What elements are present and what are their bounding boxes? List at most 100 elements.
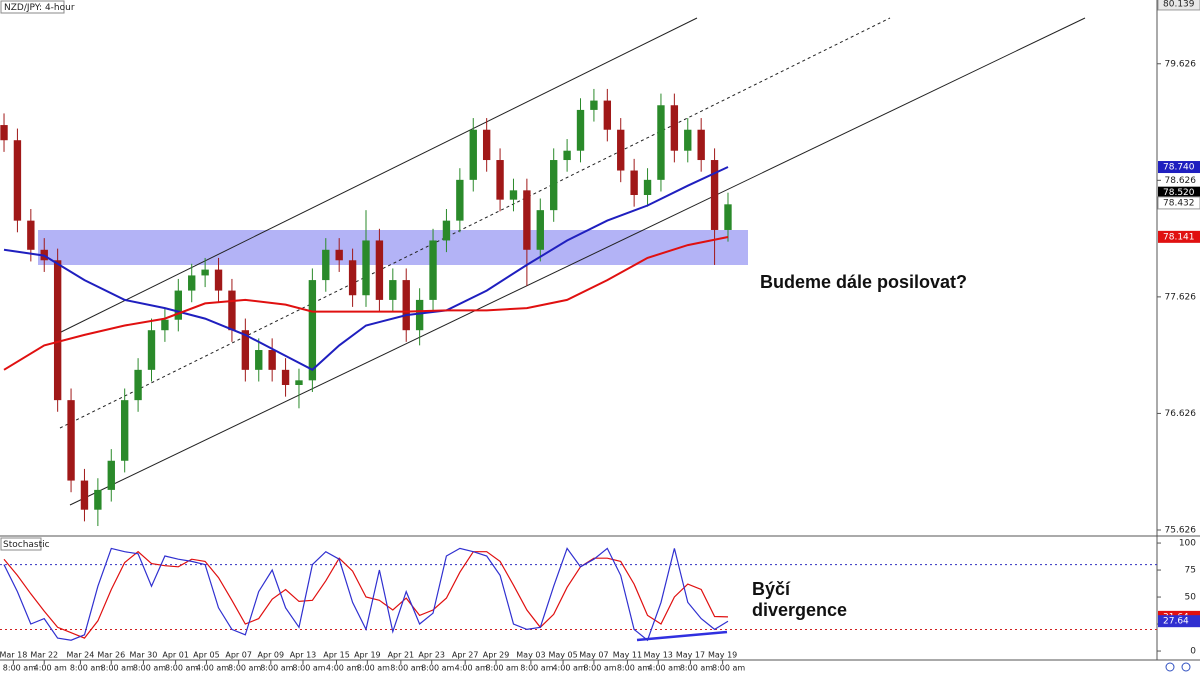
price-marker-label: 78.740: [1163, 163, 1195, 173]
candle-body: [335, 249, 343, 261]
y-tick-label: 100: [1179, 539, 1196, 549]
candle-body: [482, 129, 491, 161]
candle-body: [147, 330, 156, 370]
y-tick-label: 50: [1185, 593, 1197, 603]
y-tick-label: 78.626: [1165, 176, 1197, 186]
x-tick-time: 8:00 am: [3, 664, 36, 673]
moving-average: [3, 236, 729, 371]
x-tick-time: 8:00 am: [485, 664, 518, 673]
x-tick-time: 8:00 am: [617, 664, 650, 673]
x-tick-time: 8:00 am: [165, 664, 198, 673]
icon[interactable]: [1165, 662, 1175, 672]
x-tick-time: 8:00 am: [70, 664, 103, 673]
candle-body: [228, 290, 236, 331]
x-tick-time: 8:00 am: [357, 664, 390, 673]
candle-body: [13, 140, 22, 221]
x-tick-time: 4:00 am: [196, 664, 229, 673]
x-tick-time: 4:00 am: [648, 664, 681, 673]
divergence-line: [636, 630, 728, 642]
icon[interactable]: [1181, 662, 1191, 672]
stochastic-line: [3, 550, 729, 639]
candle-body: [322, 249, 330, 281]
x-tick-label: Mar 24: [67, 651, 95, 660]
price-marker: [1158, 615, 1200, 628]
x-tick-label: Apr 21: [388, 651, 415, 660]
channel-middle: [59, 17, 891, 429]
x-tick-time: 8:00 am: [260, 664, 293, 673]
x-tick-label: Mar 22: [30, 651, 58, 660]
x-tick-time: 8:00 am: [421, 664, 454, 673]
candle-body: [402, 280, 410, 331]
candle-body: [456, 179, 464, 221]
x-tick-time: 8:00 am: [583, 664, 616, 673]
x-tick-label: Apr 05: [193, 651, 220, 660]
x-tick-label: Apr 15: [323, 651, 350, 660]
candle-body: [724, 204, 732, 230]
stochastic-line: [3, 547, 729, 642]
candle-body: [362, 240, 370, 296]
candle-body: [268, 350, 276, 370]
candle-body: [174, 290, 182, 320]
y-tick-label: 77.626: [1165, 292, 1197, 302]
candle-body: [375, 240, 384, 300]
candle-body: [134, 369, 142, 401]
candle-body: [603, 100, 612, 130]
x-tick-label: May 03: [516, 651, 545, 660]
candle-body: [630, 170, 638, 196]
candle-body: [80, 480, 89, 510]
candle-body: [120, 400, 129, 461]
x-tick-label: Apr 01: [162, 651, 189, 660]
x-tick-label: May 05: [548, 651, 577, 660]
candle-body: [710, 160, 719, 230]
x-tick-time: 8:00 am: [680, 664, 713, 673]
candle-body: [590, 100, 598, 110]
candle-body: [53, 260, 62, 401]
candle-body: [550, 160, 558, 211]
candle-body: [697, 129, 705, 161]
candle-body: [415, 299, 424, 331]
x-tick-time: 4:00 am: [326, 664, 359, 673]
title-box: [0, 0, 65, 14]
y-tick-label: 75.626: [1165, 525, 1197, 535]
candle-body: [670, 105, 679, 151]
candle-body: [255, 350, 263, 370]
candle-body: [496, 160, 504, 200]
candle-body: [389, 280, 397, 300]
x-tick-label: May 19: [708, 651, 737, 660]
candle-body: [684, 129, 692, 151]
x-tick-label: Apr 09: [258, 651, 285, 660]
x-tick-time: 8:00 am: [712, 664, 745, 673]
candle-body: [643, 179, 652, 196]
candle-body: [442, 220, 451, 241]
candle-body: [576, 109, 585, 151]
x-tick-time: 4:00 am: [34, 664, 67, 673]
x-tick-time: 4:00 am: [552, 664, 585, 673]
x-tick-label: Apr 29: [483, 651, 510, 660]
price-marker-label: 80.139: [1163, 0, 1195, 9]
candle-body: [161, 319, 169, 331]
x-tick-label: May 11: [613, 651, 642, 660]
candle-body: [107, 460, 115, 490]
candle-body: [188, 275, 196, 291]
x-tick-label: May 13: [644, 651, 673, 660]
x-tick-time: 4:00 am: [455, 664, 488, 673]
x-tick-time: 8:00 am: [228, 664, 261, 673]
candle-body: [27, 220, 35, 250]
annotation: Budeme dále posilovat?: [760, 272, 967, 292]
x-tick-time: 8:00 am: [101, 664, 134, 673]
x-tick-label: Mar 26: [97, 651, 125, 660]
chart-title: NZD/JPY: 4-hour: [4, 3, 75, 13]
price-marker: [1157, 0, 1200, 11]
x-tick-label: Apr 23: [418, 651, 445, 660]
x-tick-label: Mar 30: [130, 651, 158, 660]
annotation: divergence: [752, 600, 847, 620]
candle-body: [509, 190, 518, 200]
candle-body: [308, 280, 317, 381]
annotation: Býčí: [752, 579, 791, 599]
x-tick-label: May 07: [579, 651, 608, 660]
y-tick-label: 76.626: [1165, 409, 1197, 419]
candle-body: [469, 129, 477, 180]
x-tick-label: Apr 19: [354, 651, 381, 660]
